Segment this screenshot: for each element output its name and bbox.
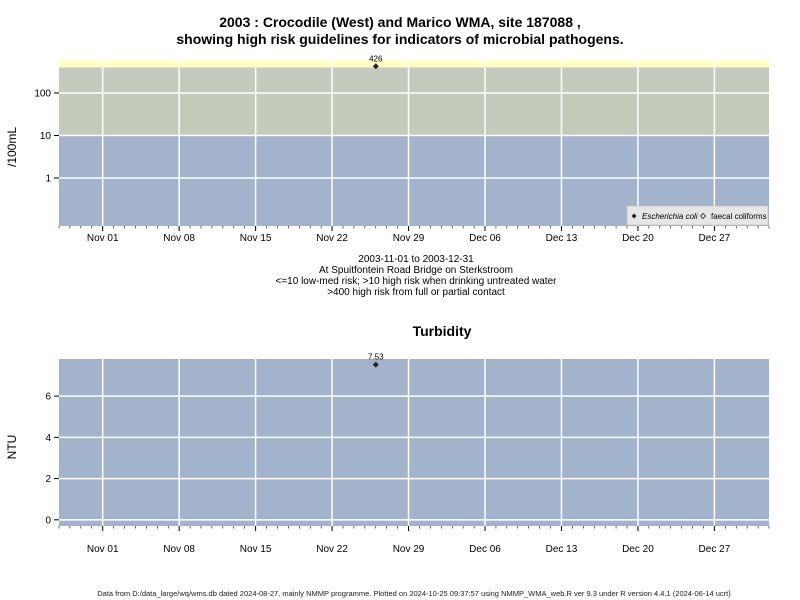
x-tick-label: Nov 22 — [316, 233, 348, 244]
x-tick-label: Dec 20 — [622, 233, 654, 244]
chart-title-line2: showing high risk guidelines for indicat… — [176, 31, 624, 47]
data-point-label: 426 — [369, 54, 383, 63]
x-tick-label: Nov 29 — [393, 544, 425, 555]
legend: Escherichia coli faecal coliforms — [626, 205, 769, 226]
data-point — [372, 63, 379, 70]
y-tick-label: 4 — [45, 433, 51, 444]
chart-title-line1: 2003 : Crocodile (West) and Marico WMA, … — [219, 14, 581, 30]
footer-provenance: Data from D:/data_large/wq/wms.db dated … — [97, 589, 731, 598]
y-axis-label: NTU — [5, 435, 19, 460]
x-tick-label: Dec 20 — [622, 544, 654, 555]
caption-risk-note-1: <=10 low-med risk; >10 high risk when dr… — [275, 276, 557, 287]
data-point-label: 7.53 — [368, 353, 384, 362]
legend-marker-faecal — [699, 212, 707, 220]
plot-background — [59, 359, 769, 526]
x-tick-label: Nov 15 — [240, 544, 272, 555]
x-tick-label: Nov 22 — [316, 544, 348, 555]
risk-band-3 — [59, 59, 769, 68]
chart-panel-1: Nov 01 Nov 08 Nov 15 Nov 22 Nov 29 Dec 06 Dec … — [5, 54, 770, 244]
y-axis-label: /100mL — [5, 127, 19, 167]
x-tick-label: Dec 06 — [469, 544, 501, 555]
legend-box — [626, 205, 769, 226]
y-tick-label: 2 — [45, 474, 51, 485]
y-tick-label: 1 — [45, 174, 51, 185]
x-tick-label: Nov 01 — [87, 233, 119, 244]
legend-label-ecoli: Escherichia coli — [642, 212, 698, 221]
x-tick-label: Nov 01 — [87, 544, 119, 555]
x-tick-label: Dec 27 — [699, 544, 731, 555]
legend-label-faecal: faecal coliforms — [711, 212, 767, 221]
x-tick-label: Nov 08 — [163, 233, 195, 244]
x-tick-label: Dec 13 — [546, 544, 578, 555]
caption-date-range: 2003-11-01 to 2003-12-31 — [358, 254, 474, 265]
chart-panel-2: Nov 01 Nov 08 Nov 15 Nov 22 Nov 29 Dec 06 Dec … — [5, 353, 770, 555]
x-tick-label: Nov 15 — [240, 233, 272, 244]
x-tick-label: Nov 08 — [163, 544, 195, 555]
y-tick-label: 100 — [34, 89, 51, 100]
caption-location: At Spuitfontein Road Bridge on Sterkstro… — [319, 265, 513, 276]
x-tick-label: Dec 27 — [699, 233, 731, 244]
risk-band-2 — [59, 67, 769, 136]
y-tick-label: 10 — [40, 131, 52, 142]
turbidity-chart-title: Turbidity — [412, 323, 472, 339]
y-tick-label: 0 — [45, 515, 51, 526]
y-tick-label: 6 — [45, 392, 51, 403]
x-tick-label: Nov 29 — [393, 233, 425, 244]
x-tick-label: Dec 13 — [546, 233, 578, 244]
data-point — [372, 361, 379, 368]
x-tick-label: Dec 06 — [469, 233, 501, 244]
caption-risk-note-2: >400 high risk from full or partial cont… — [327, 287, 505, 298]
legend-marker-ecoli — [631, 213, 637, 219]
